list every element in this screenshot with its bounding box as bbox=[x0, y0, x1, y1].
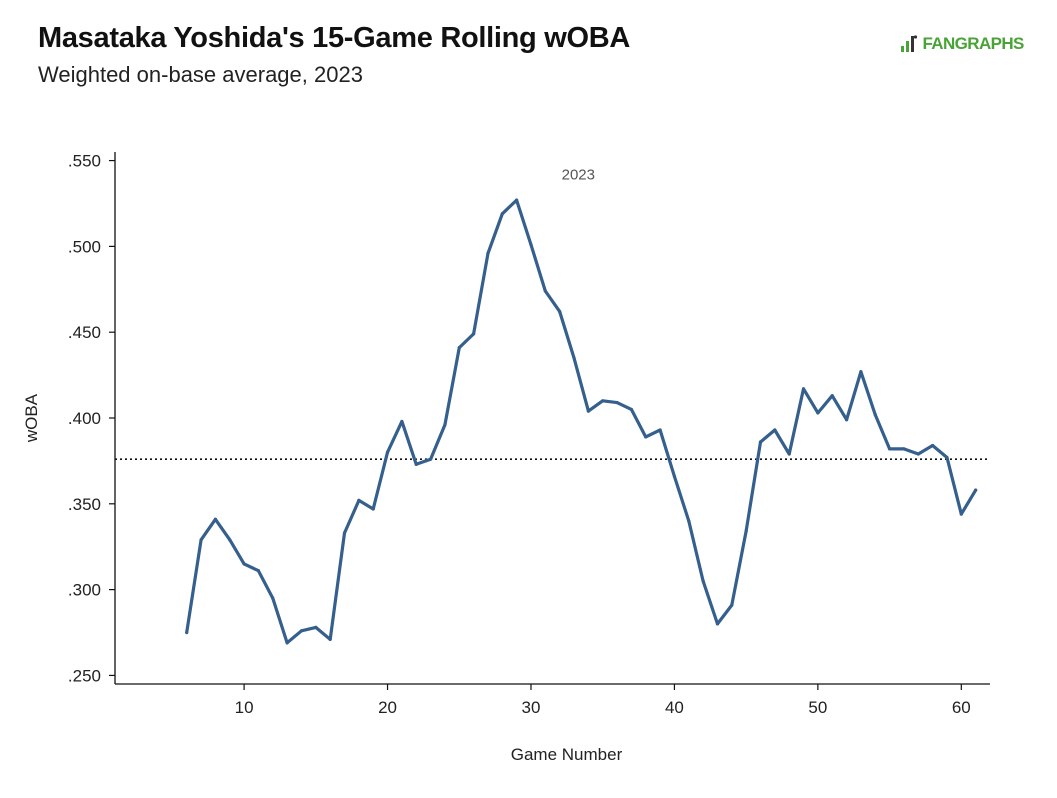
data-point bbox=[801, 387, 806, 391]
x-tick-label: 50 bbox=[808, 698, 827, 717]
data-point bbox=[543, 289, 547, 293]
data-point bbox=[715, 622, 720, 626]
data-point bbox=[242, 562, 246, 566]
data-point bbox=[758, 440, 763, 444]
data-point bbox=[773, 428, 777, 432]
data-point bbox=[658, 428, 662, 432]
data-point bbox=[213, 517, 218, 521]
data-point bbox=[730, 603, 734, 607]
data-point bbox=[859, 370, 863, 374]
data-point bbox=[472, 332, 476, 336]
y-axis-title: wOBA bbox=[22, 393, 41, 443]
x-tick-label: 20 bbox=[378, 698, 397, 717]
data-point bbox=[916, 452, 920, 456]
data-point bbox=[601, 399, 605, 403]
data-point bbox=[687, 519, 691, 523]
chart-subtitle: Weighted on-base average, 2023 bbox=[38, 62, 363, 87]
year-annotation: 2023 bbox=[562, 166, 595, 183]
data-point bbox=[400, 419, 404, 424]
x-tick-label: 10 bbox=[235, 698, 254, 717]
x-tick-label: 60 bbox=[952, 698, 971, 717]
data-point bbox=[285, 641, 289, 645]
fangraphs-logo: FANGRAPHS bbox=[900, 34, 1024, 56]
data-point bbox=[443, 423, 447, 427]
data-point bbox=[228, 538, 232, 542]
data-point bbox=[945, 455, 949, 460]
data-point bbox=[500, 212, 504, 216]
data-point bbox=[342, 531, 347, 535]
data-point bbox=[615, 400, 619, 405]
data-point bbox=[844, 418, 849, 422]
data-point bbox=[959, 512, 963, 516]
data-point bbox=[902, 447, 906, 451]
y-tick-label: .550 bbox=[68, 152, 101, 171]
fangraphs-logo-icon bbox=[901, 35, 918, 52]
data-point bbox=[486, 251, 490, 255]
data-point bbox=[644, 435, 648, 439]
data-point bbox=[457, 346, 461, 350]
y-tick-label: .400 bbox=[68, 409, 101, 428]
data-point bbox=[185, 630, 189, 635]
data-point bbox=[558, 310, 562, 314]
data-point bbox=[428, 457, 433, 461]
label-layer: .250 .300 .350 .400 .450 .500 .550 10 20 30 40 50 60… bbox=[22, 152, 971, 764]
woba-series-line bbox=[185, 198, 978, 645]
data-point bbox=[744, 529, 748, 533]
data-point bbox=[271, 596, 275, 600]
y-tick-label: .300 bbox=[68, 581, 101, 600]
data-point bbox=[887, 447, 892, 451]
y-tick-label: .500 bbox=[68, 237, 101, 256]
x-axis-title: Game Number bbox=[511, 745, 623, 764]
data-point bbox=[515, 198, 519, 202]
data-point bbox=[256, 569, 261, 573]
data-point bbox=[672, 474, 677, 478]
data-point bbox=[586, 409, 590, 413]
data-point bbox=[314, 625, 318, 629]
axes bbox=[109, 152, 990, 690]
series-layer bbox=[185, 198, 978, 645]
data-point bbox=[572, 356, 576, 360]
data-point bbox=[974, 488, 978, 492]
x-tick-label: 40 bbox=[665, 698, 684, 717]
data-point bbox=[701, 579, 705, 583]
data-point bbox=[529, 243, 533, 247]
logo-text: FANGRAPHS bbox=[922, 34, 1024, 53]
x-tick-label: 30 bbox=[522, 698, 541, 717]
data-point bbox=[299, 629, 304, 633]
data-point bbox=[931, 443, 935, 448]
data-point bbox=[414, 462, 418, 466]
data-point bbox=[787, 452, 791, 456]
y-tick-label: .350 bbox=[68, 495, 101, 514]
data-point bbox=[199, 538, 203, 542]
y-tick-label: .250 bbox=[68, 666, 101, 685]
data-point bbox=[371, 507, 375, 511]
data-point bbox=[830, 394, 834, 398]
data-point bbox=[629, 407, 633, 412]
data-point bbox=[328, 637, 332, 641]
data-point bbox=[816, 411, 820, 415]
data-point bbox=[357, 498, 361, 502]
chart-title: Masataka Yoshida's 15-Game Rolling wOBA bbox=[38, 22, 631, 54]
data-point bbox=[873, 412, 877, 417]
data-point bbox=[385, 450, 390, 454]
y-tick-label: .450 bbox=[68, 323, 101, 342]
